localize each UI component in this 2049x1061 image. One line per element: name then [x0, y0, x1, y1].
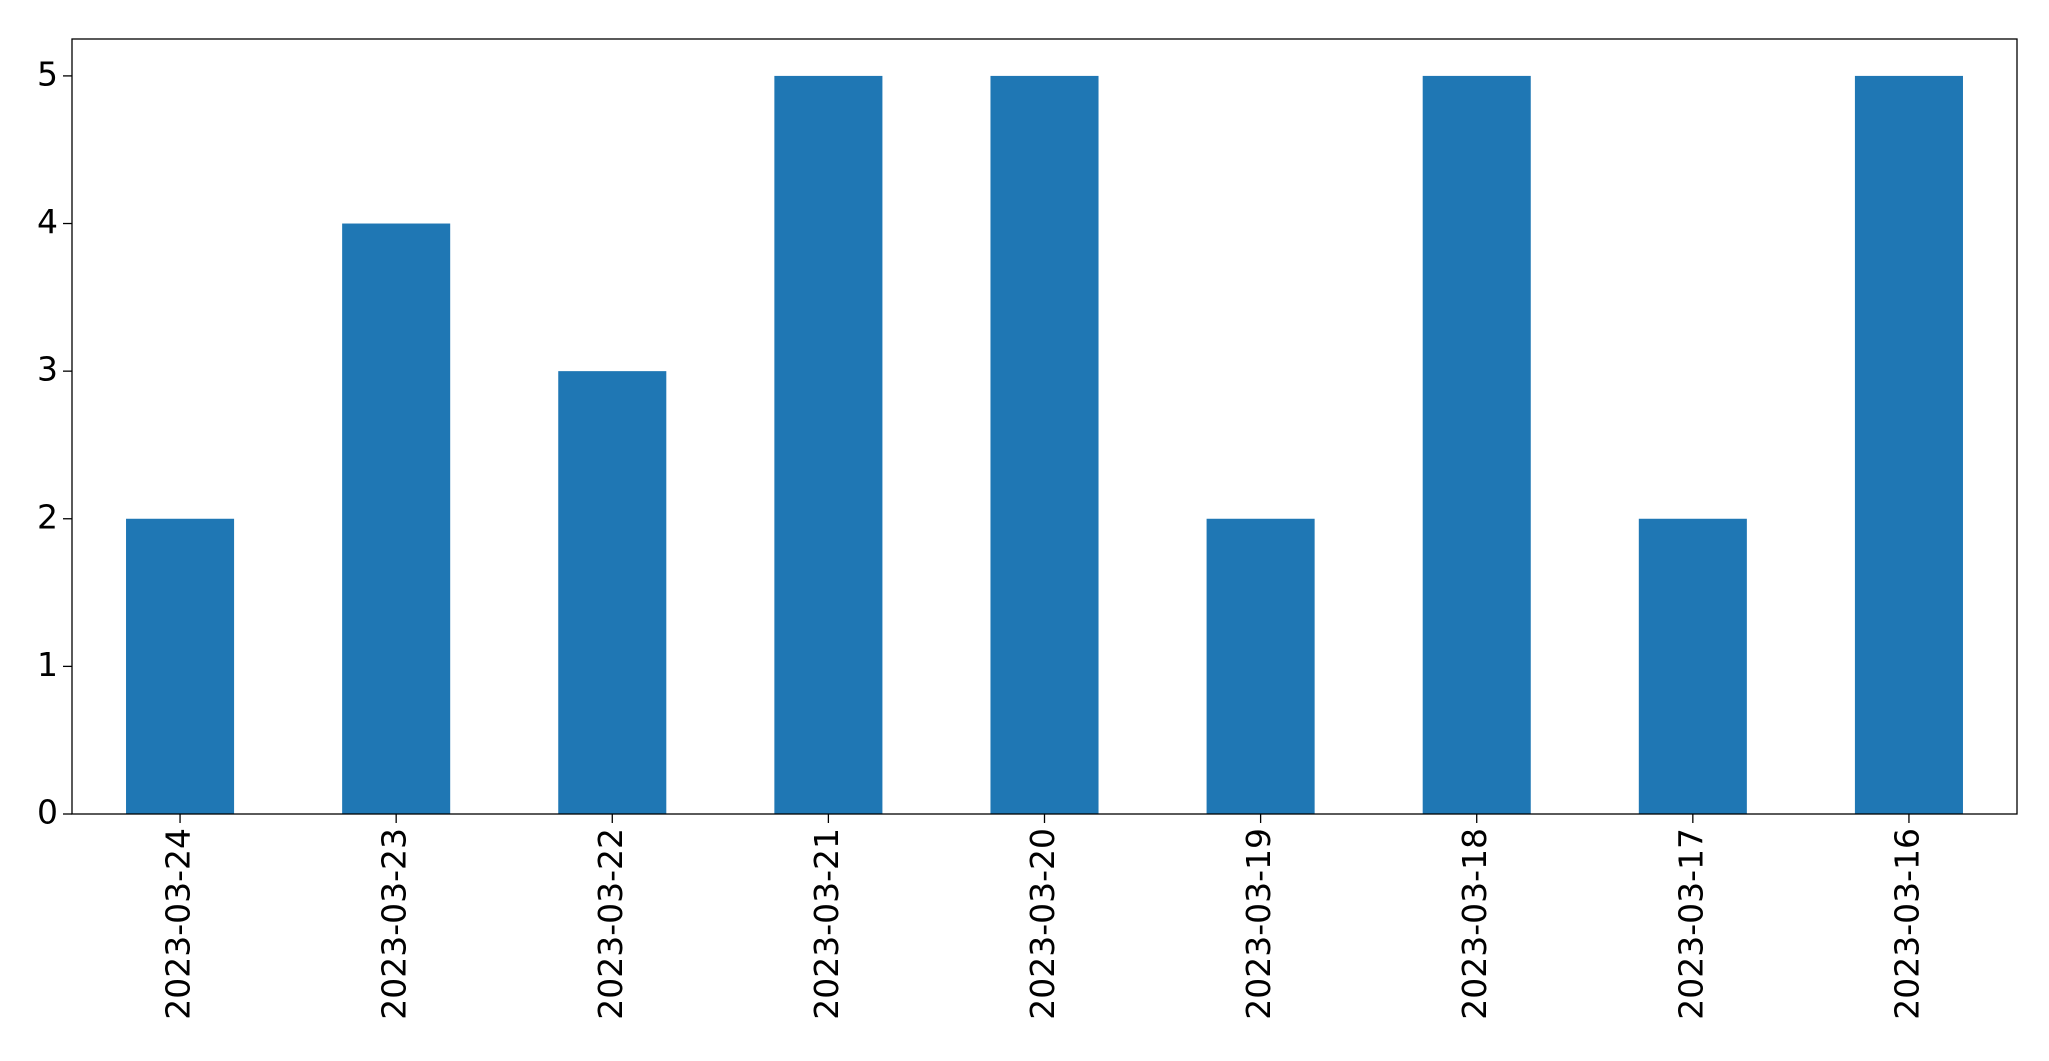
y-tick-label: 5: [37, 54, 58, 93]
x-tick-label: 2023-03-24: [159, 828, 198, 1020]
bar: [126, 518, 235, 814]
y-tick-label: 4: [37, 202, 58, 241]
bar: [774, 75, 883, 814]
y-tick-label: 3: [37, 350, 58, 389]
bar: [1638, 518, 1747, 814]
x-tick-label: 2023-03-21: [807, 828, 846, 1020]
bar: [990, 75, 1099, 814]
x-tick-label: 2023-03-17: [1671, 828, 1710, 1020]
bar: [1422, 75, 1531, 814]
x-tick-label: 2023-03-23: [375, 828, 414, 1020]
y-tick-label: 0: [37, 793, 58, 832]
y-tick-label: 1: [37, 645, 58, 684]
bar: [1854, 75, 1963, 814]
x-tick-label: 2023-03-19: [1239, 828, 1278, 1020]
x-tick-label: 2023-03-20: [1023, 828, 1062, 1020]
bar: [558, 371, 667, 814]
plot-frame: [71, 38, 2018, 815]
y-tick-label: 2: [37, 497, 58, 536]
bar: [1206, 518, 1315, 814]
bar: [342, 223, 451, 814]
x-tick-label: 2023-03-18: [1455, 828, 1494, 1020]
x-tick-label: 2023-03-22: [591, 828, 630, 1020]
x-tick-label: 2023-03-16: [1887, 828, 1926, 1020]
